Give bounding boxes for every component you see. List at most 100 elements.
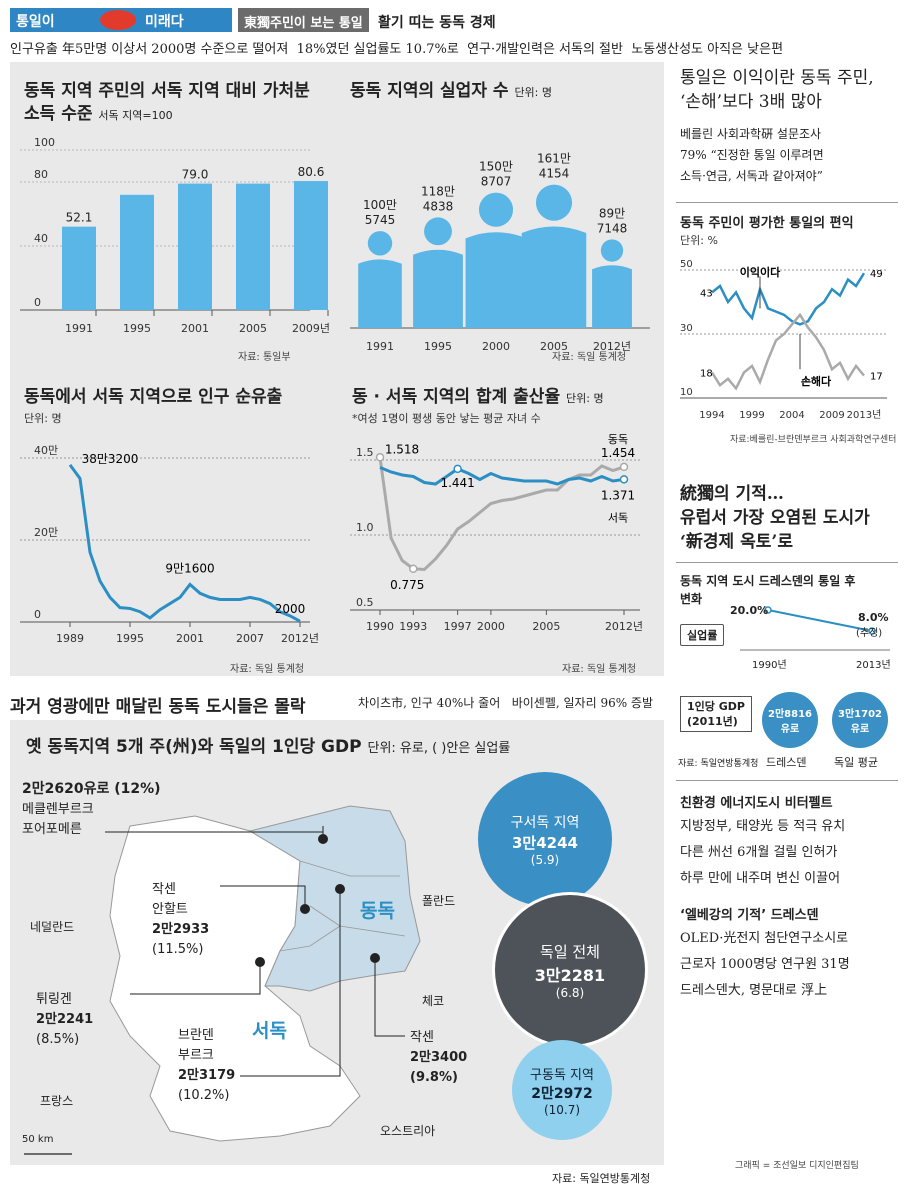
unemp-person-body xyxy=(358,259,402,328)
unemp-person-head xyxy=(600,239,624,262)
benefit-chart: 10 30 50 1994 1999 2004 2009 2013년 43 18 49 17 이익이다손… xyxy=(680,259,887,421)
birth-ytick: 0.5 xyxy=(356,596,374,609)
sub-1: 인구유출 年5만명 이상서 2000명 수준으로 떨어져 xyxy=(10,42,289,57)
dresden-text-title: ‘엘베강의 기적’ 드레스덴 xyxy=(680,908,819,923)
unemp-person-head xyxy=(367,231,393,256)
unemp-person-head xyxy=(424,217,452,246)
dresden-v2: 8.0% xyxy=(858,611,889,624)
west-gdp-circle: 구서독 지역 3만4244 (5.9) xyxy=(478,772,612,906)
income-title-2: 소득 수준 서독 지역=100 xyxy=(24,104,173,124)
income-value-label: 52.1 xyxy=(66,211,93,225)
dresden-pill: 실업률 xyxy=(680,624,725,646)
country-fr: 프랑스 xyxy=(40,1094,74,1108)
birth-source: 자료: 독일 통계청 xyxy=(562,664,637,675)
logo-left: 통일이 xyxy=(16,14,55,30)
unemp-source: 자료: 독일 통계청 xyxy=(552,352,627,363)
migr-xtick: 1989 xyxy=(56,632,84,645)
unemp-title: 동독 지역의 실업자 수 단위: 명 xyxy=(350,81,552,101)
unemp-label-top: 89만 xyxy=(599,206,625,220)
birth-xtick: 2005 xyxy=(532,620,560,633)
vitterfeld-body: 지방정부, 태양光 등 적극 유치 다른 州선 6개월 걸릴 인허가 하루 만에 내… xyxy=(680,819,846,886)
unemp-person-body xyxy=(592,265,632,328)
income-ytick: 40 xyxy=(34,232,48,245)
unemp-person-body xyxy=(413,249,463,328)
unemp-label-top: 100만 xyxy=(363,198,397,212)
state-th: 튀링겐 2만2241 (8.5%) xyxy=(36,992,94,1047)
migr-xtick: 2001 xyxy=(176,632,204,645)
migr-unit: 단위: 명 xyxy=(24,412,62,425)
gdp-label: 1인당 GDP (2011년) xyxy=(680,696,752,732)
unemp-xtick: 1991 xyxy=(366,340,394,353)
benefit-unit: 단위: % xyxy=(680,234,718,247)
benefit-xtick: 1994 xyxy=(699,410,724,421)
country-at: 오스트리아 xyxy=(380,1124,436,1138)
migr-source: 자료: 독일 통계청 xyxy=(230,664,305,675)
birth-ytick: 1.5 xyxy=(356,446,374,459)
benefit-ytick: 10 xyxy=(680,387,693,398)
unemp-label-top: 118만 xyxy=(421,184,455,198)
birth-ytick: 1.0 xyxy=(356,521,374,534)
east-circle-name: 구동독 지역 xyxy=(530,1067,594,1083)
unemp-label-bottom: 4838 xyxy=(423,199,454,213)
birth-label: 1.371 xyxy=(601,488,635,502)
benefit-source: 자료:베를린-브란덴부르크 사회과학연구센터 xyxy=(730,435,897,445)
income-bar xyxy=(178,183,212,310)
income-xtick: 2005 xyxy=(239,322,267,335)
migr-line xyxy=(68,463,301,623)
income-ytick: 80 xyxy=(34,168,48,181)
migr-xtick: 2007 xyxy=(236,632,264,645)
birth-chart: 0.5 1.0 1.5 1990 1993 1997 2000 2005 2012년 1.518 0… xyxy=(350,433,643,633)
birth-label: 1.441 xyxy=(440,476,474,490)
divider xyxy=(676,780,898,781)
map-title: 옛 동독지역 5개 주(州)와 독일의 1인당 GDP 단위: 유로, ( )안… xyxy=(26,737,511,757)
vitterfeld-title: 친환경 에너지도시 비터펠트 xyxy=(680,796,833,811)
scale-label: 50 km xyxy=(22,1134,54,1145)
unemp-label-bottom: 4154 xyxy=(539,167,570,181)
unemp-person-head xyxy=(478,192,514,227)
subheadline: 인구유출 年5만명 이상서 2000명 수준으로 떨어져 18%였던 실업률도 … xyxy=(10,38,783,57)
benefit-series-label: 이익이다 xyxy=(740,265,781,279)
birth-marker xyxy=(375,453,385,462)
headline: 활기 띠는 동독 경제 xyxy=(378,15,496,31)
east-circle-value: 2만2972 xyxy=(531,1085,593,1102)
unemp-label-bottom: 7148 xyxy=(597,221,628,235)
dresden-v1: 20.0% xyxy=(730,604,769,617)
birth-note: *여성 1명이 평생 동안 낳는 평균 자녀 수 xyxy=(352,412,541,425)
charts-panel xyxy=(10,62,664,676)
birth-line-east xyxy=(378,457,625,572)
migr-xtick: 1995 xyxy=(116,632,144,645)
unemp-label-bottom: 5745 xyxy=(365,213,396,227)
benefit-value: 18 xyxy=(700,368,713,379)
benefit-xtick: 2009 xyxy=(819,410,844,421)
migr-label: 9만1600 xyxy=(165,561,214,575)
birth-xtick: 2000 xyxy=(477,620,505,633)
income-note: 서독 지역=100 xyxy=(98,109,173,122)
birth-marker xyxy=(619,475,629,484)
income-source: 자료: 통일부 xyxy=(238,352,291,363)
west-label: 서독 xyxy=(252,1020,287,1042)
divider xyxy=(676,202,898,203)
income-ytick: 100 xyxy=(34,136,55,149)
benefit-value: 43 xyxy=(700,288,713,299)
income-ytick: 0 xyxy=(34,296,41,309)
benefit-ytick: 30 xyxy=(680,323,693,334)
sub-3: 연구·개발인력은 서독의 절반 xyxy=(467,42,623,57)
logo-right: 미래다 xyxy=(145,14,184,30)
income-xtick: 2001 xyxy=(181,322,209,335)
total-circle-value: 3만2281 xyxy=(534,965,606,985)
east-label: 동독 xyxy=(360,900,395,922)
migr-ytick: 0 xyxy=(34,608,41,621)
birth-xtick: 1997 xyxy=(444,620,472,633)
gdp-n2: 독일 평균 xyxy=(834,756,878,769)
benefit-xtick: 2004 xyxy=(779,410,804,421)
dresden-chart xyxy=(740,606,890,651)
unemp-xtick: 1995 xyxy=(424,340,452,353)
migr-xtick: 2012년 xyxy=(281,632,319,645)
country-pl: 폴란드 xyxy=(422,894,456,908)
unemp-xtick: 2000 xyxy=(482,340,510,353)
gdp-germany-circle: 3만1702 유로 xyxy=(832,692,888,748)
gdp-dresden-circle: 2만8816 유로 xyxy=(762,692,818,748)
total-circle-rate: (6.8) xyxy=(555,985,585,1000)
east-gdp-circle: 구동독 지역 2만2972 (10.7) xyxy=(512,1040,612,1140)
